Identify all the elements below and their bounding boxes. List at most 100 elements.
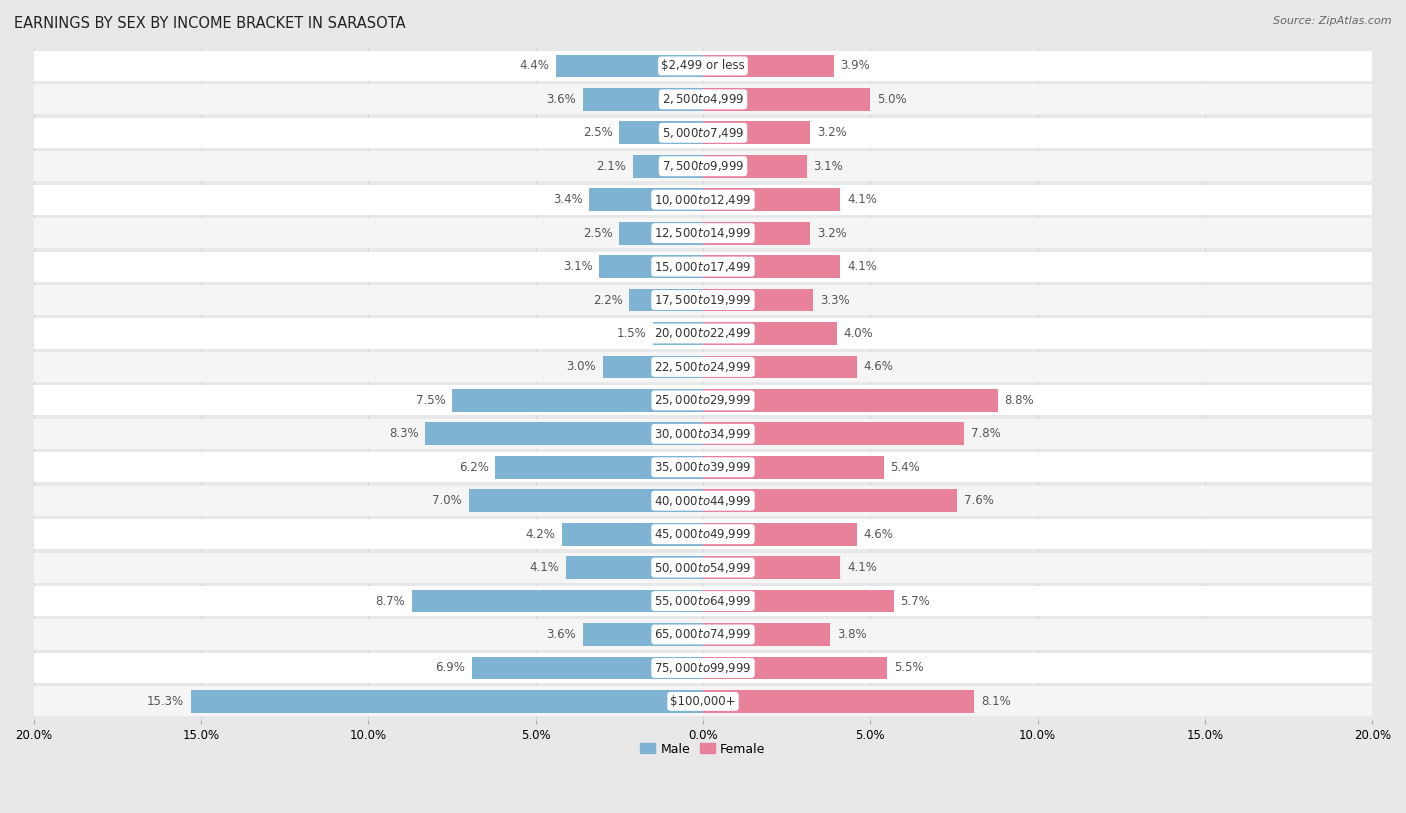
- Bar: [555, 54, 703, 77]
- Text: 2.1%: 2.1%: [596, 159, 626, 172]
- Text: 7.5%: 7.5%: [416, 393, 446, 406]
- Bar: [703, 289, 814, 311]
- Text: Source: ZipAtlas.com: Source: ZipAtlas.com: [1274, 16, 1392, 26]
- Text: 6.2%: 6.2%: [458, 461, 489, 474]
- Bar: [633, 155, 703, 177]
- Bar: [34, 251, 1372, 281]
- Text: 1.5%: 1.5%: [616, 327, 647, 340]
- Bar: [425, 423, 703, 446]
- Bar: [703, 623, 830, 646]
- Bar: [34, 285, 1372, 315]
- Text: 3.3%: 3.3%: [820, 293, 849, 307]
- Bar: [703, 189, 841, 211]
- Text: 15.3%: 15.3%: [148, 695, 184, 708]
- Text: 3.2%: 3.2%: [817, 227, 846, 240]
- Text: $50,000 to $54,999: $50,000 to $54,999: [654, 561, 752, 575]
- Text: 5.0%: 5.0%: [877, 93, 907, 106]
- Bar: [619, 121, 703, 144]
- Text: 3.1%: 3.1%: [562, 260, 592, 273]
- Bar: [703, 489, 957, 512]
- Bar: [703, 155, 807, 177]
- Text: 7.0%: 7.0%: [432, 494, 463, 507]
- Text: 4.1%: 4.1%: [529, 561, 560, 574]
- Text: 3.6%: 3.6%: [546, 628, 576, 641]
- Bar: [34, 85, 1372, 115]
- Bar: [562, 523, 703, 546]
- Text: $65,000 to $74,999: $65,000 to $74,999: [654, 628, 752, 641]
- Text: 2.2%: 2.2%: [593, 293, 623, 307]
- Bar: [34, 686, 1372, 716]
- Text: 4.1%: 4.1%: [846, 561, 877, 574]
- Bar: [34, 319, 1372, 349]
- Bar: [603, 355, 703, 378]
- Text: 3.8%: 3.8%: [837, 628, 866, 641]
- Text: 8.3%: 8.3%: [389, 428, 419, 441]
- Bar: [565, 556, 703, 579]
- Bar: [34, 185, 1372, 215]
- Text: 7.6%: 7.6%: [965, 494, 994, 507]
- Text: 3.4%: 3.4%: [553, 193, 582, 207]
- Bar: [34, 218, 1372, 248]
- Text: 6.9%: 6.9%: [436, 662, 465, 675]
- Bar: [582, 88, 703, 111]
- Legend: Male, Female: Male, Female: [636, 737, 770, 761]
- Bar: [472, 657, 703, 680]
- Text: 4.4%: 4.4%: [519, 59, 548, 72]
- Text: 4.2%: 4.2%: [526, 528, 555, 541]
- Bar: [451, 389, 703, 411]
- Bar: [34, 620, 1372, 650]
- Bar: [34, 586, 1372, 616]
- Text: $22,500 to $24,999: $22,500 to $24,999: [654, 360, 752, 374]
- Bar: [34, 452, 1372, 482]
- Bar: [191, 690, 703, 713]
- Text: $35,000 to $39,999: $35,000 to $39,999: [654, 460, 752, 474]
- Text: 4.0%: 4.0%: [844, 327, 873, 340]
- Bar: [34, 352, 1372, 382]
- Text: 5.5%: 5.5%: [894, 662, 924, 675]
- Text: $5,000 to $7,499: $5,000 to $7,499: [662, 126, 744, 140]
- Bar: [495, 456, 703, 479]
- Text: $100,000+: $100,000+: [671, 695, 735, 708]
- Text: $2,499 or less: $2,499 or less: [661, 59, 745, 72]
- Text: $12,500 to $14,999: $12,500 to $14,999: [654, 226, 752, 240]
- Bar: [412, 589, 703, 612]
- Text: 3.1%: 3.1%: [814, 159, 844, 172]
- Text: 4.1%: 4.1%: [846, 193, 877, 207]
- Text: $20,000 to $22,499: $20,000 to $22,499: [654, 327, 752, 341]
- Text: $25,000 to $29,999: $25,000 to $29,999: [654, 393, 752, 407]
- Text: $10,000 to $12,499: $10,000 to $12,499: [654, 193, 752, 207]
- Text: 2.5%: 2.5%: [583, 227, 613, 240]
- Bar: [703, 322, 837, 345]
- Bar: [34, 419, 1372, 449]
- Text: $55,000 to $64,999: $55,000 to $64,999: [654, 594, 752, 608]
- Bar: [34, 520, 1372, 550]
- Text: $2,500 to $4,999: $2,500 to $4,999: [662, 93, 744, 107]
- Bar: [703, 657, 887, 680]
- Bar: [599, 255, 703, 278]
- Text: $30,000 to $34,999: $30,000 to $34,999: [654, 427, 752, 441]
- Bar: [703, 456, 884, 479]
- Text: 5.4%: 5.4%: [890, 461, 920, 474]
- Bar: [582, 623, 703, 646]
- Bar: [34, 653, 1372, 683]
- Bar: [34, 553, 1372, 583]
- Text: $45,000 to $49,999: $45,000 to $49,999: [654, 527, 752, 541]
- Text: 3.2%: 3.2%: [817, 126, 846, 139]
- Text: 2.5%: 2.5%: [583, 126, 613, 139]
- Text: 8.7%: 8.7%: [375, 594, 405, 607]
- Bar: [703, 690, 974, 713]
- Bar: [703, 255, 841, 278]
- Bar: [703, 556, 841, 579]
- Bar: [703, 523, 858, 546]
- Bar: [34, 51, 1372, 81]
- Bar: [703, 355, 858, 378]
- Bar: [589, 189, 703, 211]
- Bar: [34, 385, 1372, 415]
- Bar: [34, 485, 1372, 515]
- Text: 3.9%: 3.9%: [841, 59, 870, 72]
- Text: 3.0%: 3.0%: [567, 360, 596, 373]
- Bar: [652, 322, 703, 345]
- Text: 4.1%: 4.1%: [846, 260, 877, 273]
- Text: 4.6%: 4.6%: [863, 360, 894, 373]
- Text: 4.6%: 4.6%: [863, 528, 894, 541]
